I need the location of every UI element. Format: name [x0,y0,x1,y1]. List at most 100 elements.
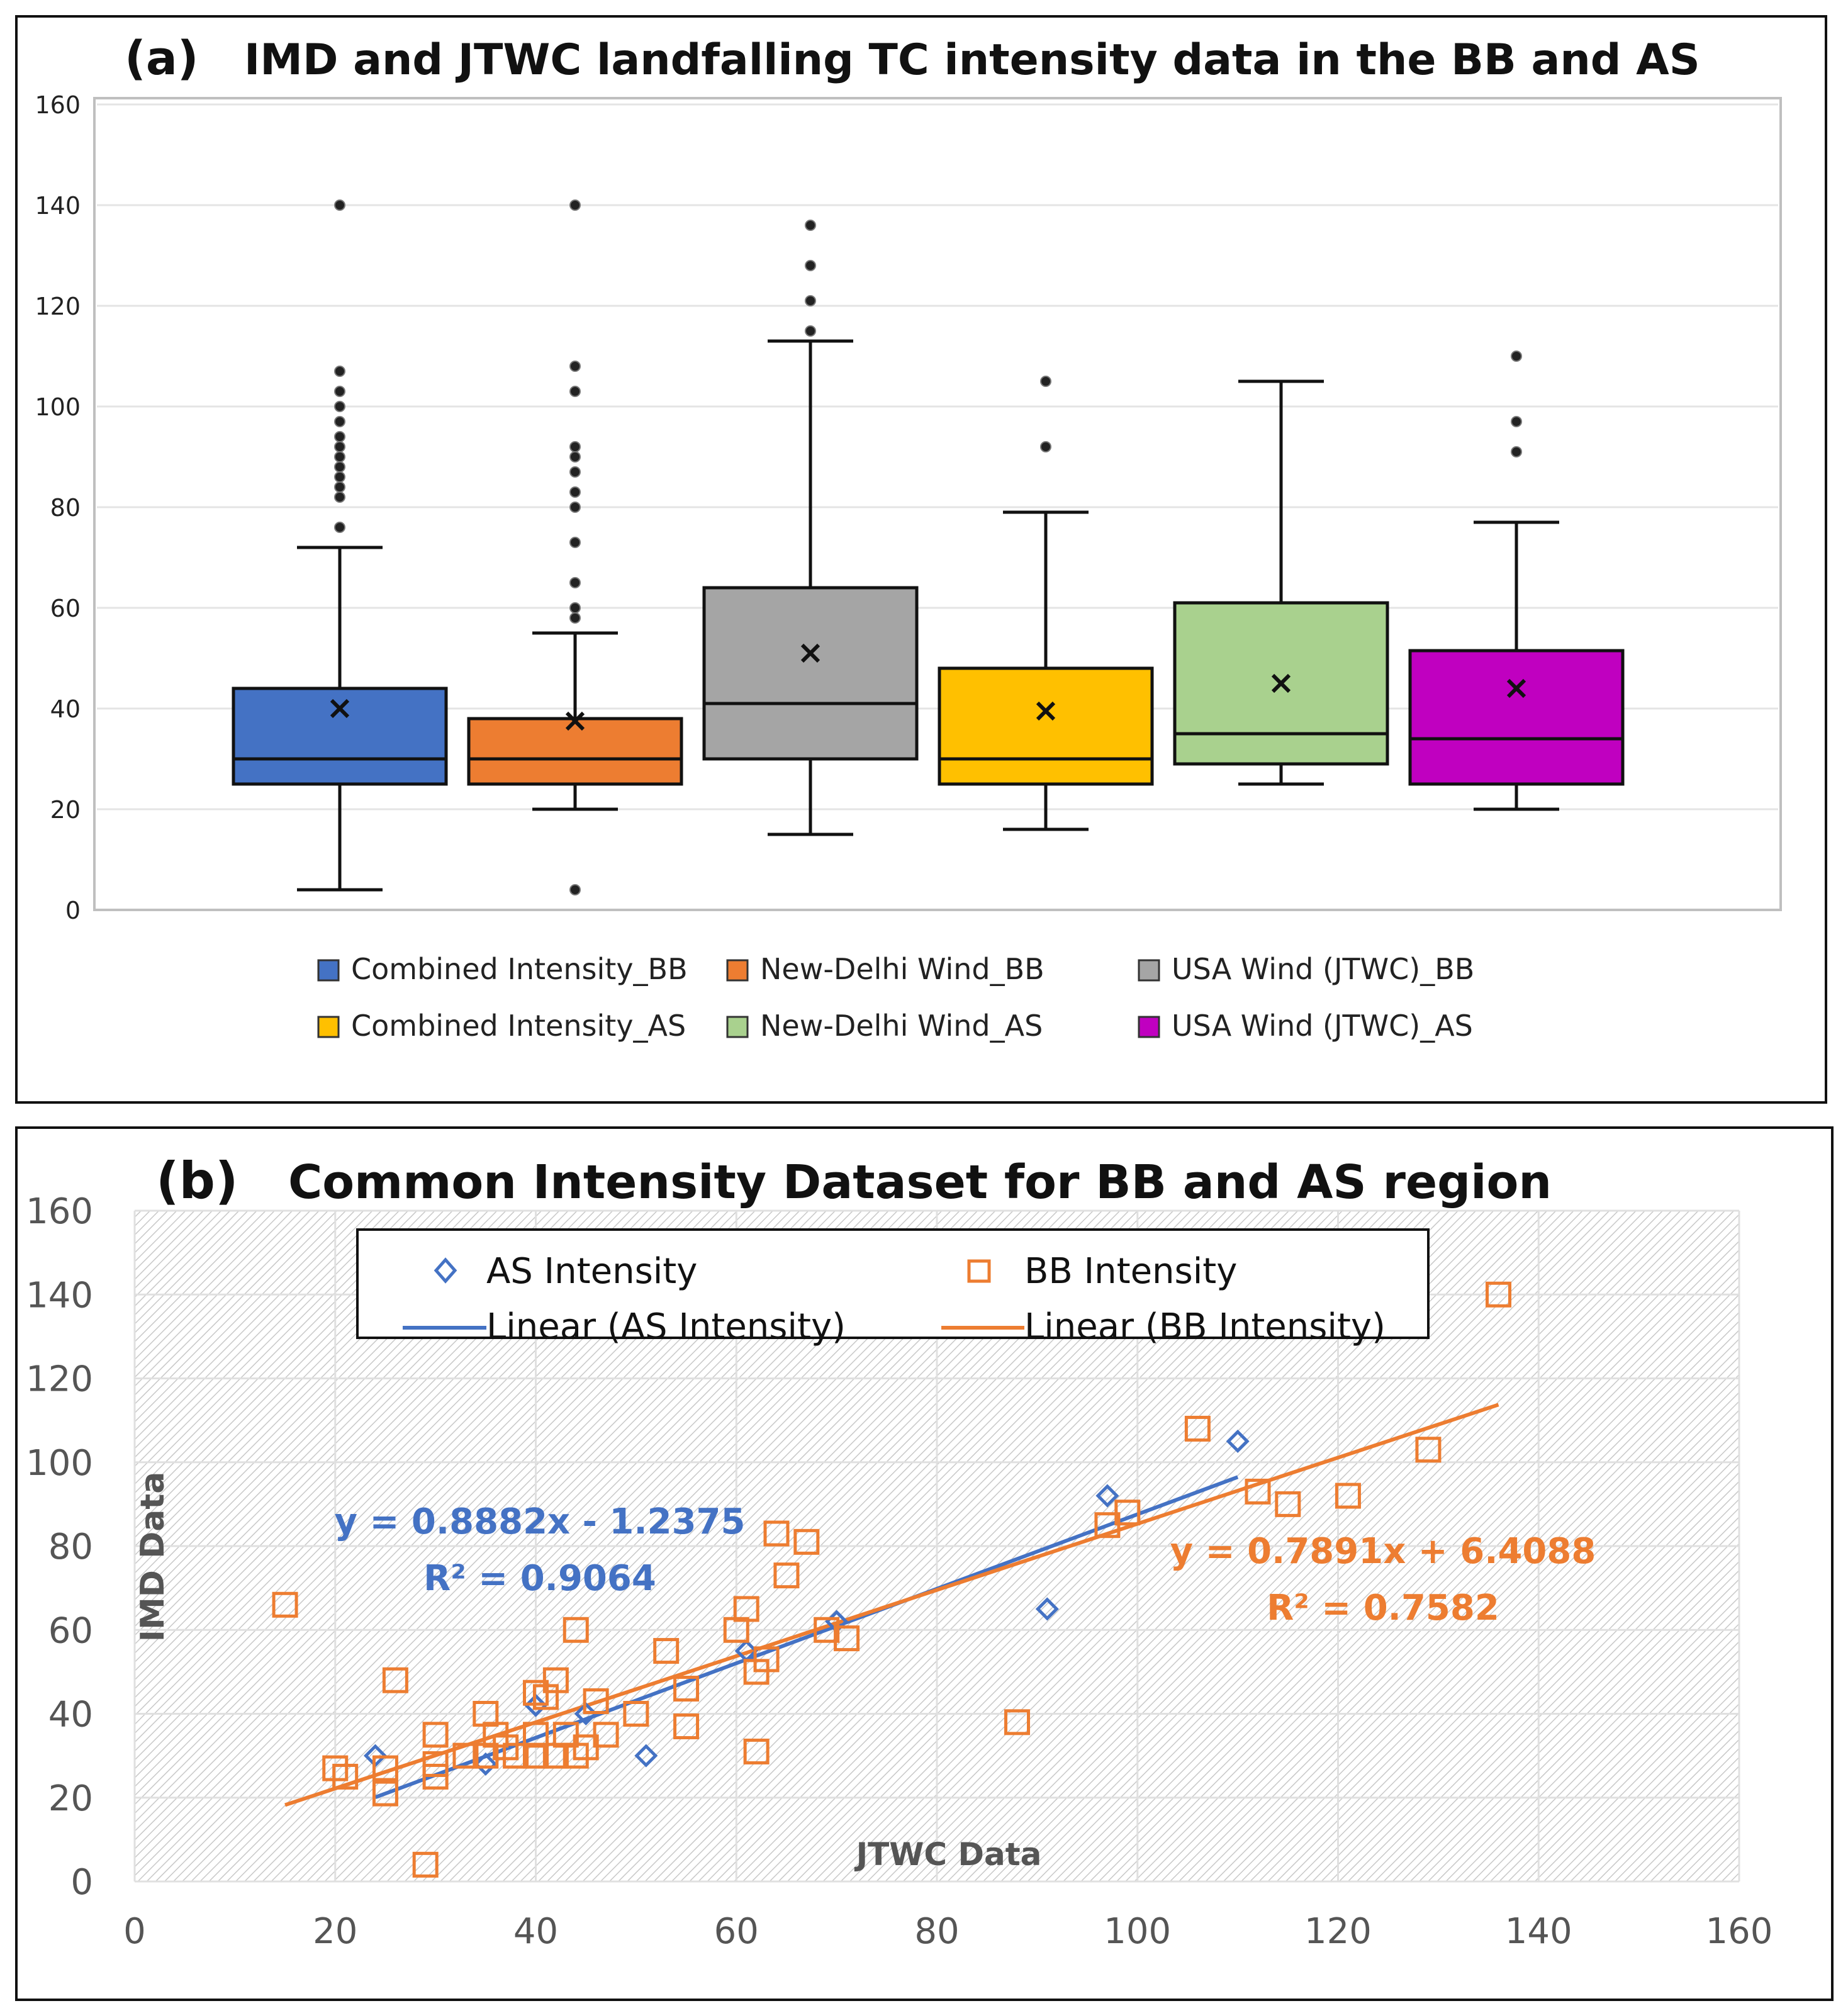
y-tick-label: 80 [48,1527,93,1567]
outlier-point [569,486,581,498]
outlier-point [569,361,581,372]
outlier-point [334,199,345,211]
bb-data-point [753,1646,780,1673]
outlier-point [805,295,816,306]
y-tick-label: 140 [35,192,81,220]
y-tick-label: 160 [35,91,81,119]
outlier-point [1511,350,1522,362]
y-tick-label: 60 [48,1610,93,1651]
legend-label: New-Delhi Wind_AS [760,1009,1043,1043]
bb-trendline [284,1403,1499,1807]
y-tick-label: 20 [48,1778,93,1819]
legend-swatch [1138,959,1160,982]
bb-data-point [793,1528,820,1555]
outlier-point [334,401,345,412]
x-tick-label: 40 [513,1911,558,1952]
y-tick-label: 0 [65,897,81,924]
panel-b-points [272,1281,1511,1878]
y-tick-label: 140 [26,1275,93,1316]
mean-marker [800,643,820,663]
panel-b-title: Common Intensity Dataset for BB and AS r… [288,1155,1552,1209]
y-tick-label: 20 [50,796,81,824]
outlier-point [1040,376,1051,387]
panel-b-label: (b) [156,1152,238,1210]
bb-data-point [452,1742,479,1769]
outlier-point [1040,441,1051,452]
iqr-box [1408,649,1625,786]
outlier-point [334,522,345,533]
bb-data-point [1335,1483,1361,1509]
y-tick-label: 120 [35,293,81,320]
legend-swatch [726,959,749,982]
outlier-point [569,612,581,624]
bb-data-point [623,1701,649,1727]
outlier-point [334,491,345,503]
outlier-point [569,884,581,895]
y-tick-label: 160 [26,1191,93,1232]
bb-data-point [653,1638,680,1664]
y-tick-label: 100 [35,393,81,421]
box-usa-wind-jtwc-as [1408,350,1625,811]
panel-a-plot-area [93,97,1782,911]
bb-trend-r2: R² = 0.7582 [1267,1588,1499,1629]
bb-data-point [1004,1709,1030,1735]
outlier-point [805,325,816,337]
outlier-point [334,386,345,397]
iqr-box [702,586,919,761]
y-tick-label: 60 [50,595,81,622]
bb-data-point [272,1591,298,1618]
legend-label: USA Wind (JTWC)_BB [1172,952,1474,986]
panel-a-label: (a) [125,31,199,86]
bb-data-point [422,1722,449,1748]
bb-data-point [1415,1437,1442,1463]
legend-swatch [317,959,340,982]
bb-data-point [382,1667,408,1693]
panel-b-scatter: (b) Common Intensity Dataset for BB and … [15,1126,1834,2001]
mean-marker [1506,678,1526,698]
as-legend-label: AS Intensity [486,1251,697,1292]
box-usa-wind-jtwc-bb [702,220,919,836]
outlier-point [569,199,581,211]
outlier-point [334,451,345,463]
y-tick-label: 80 [50,494,81,522]
outlier-point [569,602,581,614]
y-tick-label: 40 [48,1695,93,1735]
outlier-point [569,451,581,463]
outlier-point [569,466,581,478]
as-data-point [1035,1597,1059,1621]
as-data-point [1095,1484,1119,1508]
iqr-box [467,717,683,786]
mean-marker [1036,701,1056,721]
box-new-delhi-wind-as [1173,379,1389,786]
legend-box [356,1228,1430,1339]
bb-data-point [1245,1478,1271,1505]
as-trend-equation: y = 0.8882x - 1.2375 [335,1501,746,1542]
bb-data-point [743,1738,770,1764]
mean-marker [330,698,350,719]
outlier-point [569,386,581,397]
bb-data-point [773,1562,800,1589]
panel-a-legend: Combined Intensity_BB New-Delhi Wind_BB US… [317,952,1474,1043]
legend-label: USA Wind (JTWC)_AS [1172,1009,1473,1043]
outlier-point [805,220,816,231]
bb-data-point [412,1851,439,1878]
outlier-point [334,431,345,442]
panel-a-boxes [232,199,1625,895]
bb-data-point [372,1755,398,1781]
x-tick-label: 120 [1304,1911,1372,1952]
iqr-box [232,687,448,786]
legend-swatch [726,1016,749,1038]
panel-b-axes: 0 20 40 60 80 100 120 140 160 0 20 40 60 80 100 120 140 1… [26,1191,1772,1952]
legend-swatch [317,1016,340,1038]
outlier-point [805,260,816,271]
bb-data-point [523,1742,549,1769]
y-axis-label: IMD Data [134,1472,172,1642]
bb-data-point [1114,1500,1141,1526]
outlier-point [569,502,581,513]
box-combined-intensity-as [938,376,1154,831]
as-line-legend-label: Linear (AS Intensity) [486,1306,846,1347]
bb-data-point [563,1617,589,1643]
x-tick-label: 140 [1505,1911,1572,1952]
x-tick-label: 100 [1104,1911,1171,1952]
as-data-point [524,1693,548,1717]
